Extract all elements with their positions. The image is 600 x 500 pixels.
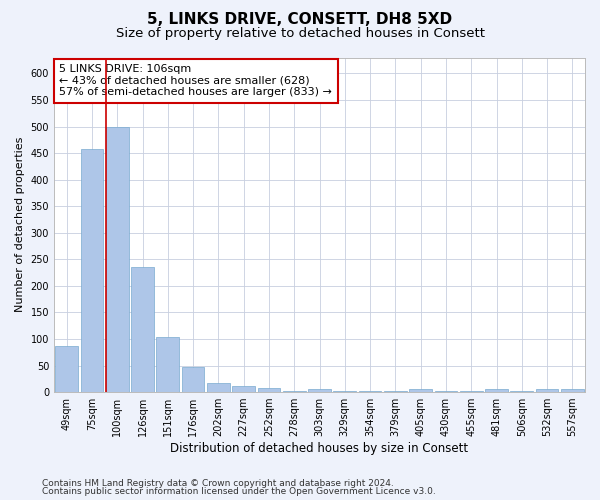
Text: 5 LINKS DRIVE: 106sqm
← 43% of detached houses are smaller (628)
57% of semi-det: 5 LINKS DRIVE: 106sqm ← 43% of detached …	[59, 64, 332, 98]
Bar	[511, 391, 533, 392]
Bar	[359, 391, 382, 392]
Bar	[409, 390, 432, 392]
Bar	[536, 390, 559, 392]
Bar	[460, 391, 482, 392]
X-axis label: Distribution of detached houses by size in Consett: Distribution of detached houses by size …	[170, 442, 469, 455]
Bar	[257, 388, 280, 392]
Bar	[207, 382, 230, 392]
Bar	[80, 149, 103, 392]
Bar	[561, 390, 584, 392]
Bar	[384, 391, 407, 392]
Text: Contains HM Land Registry data © Crown copyright and database right 2024.: Contains HM Land Registry data © Crown c…	[42, 478, 394, 488]
Bar	[106, 126, 128, 392]
Bar	[157, 338, 179, 392]
Bar	[232, 386, 255, 392]
Bar	[308, 390, 331, 392]
Text: Size of property relative to detached houses in Consett: Size of property relative to detached ho…	[115, 28, 485, 40]
Bar	[55, 346, 78, 392]
Bar	[485, 390, 508, 392]
Bar	[434, 391, 457, 392]
Bar	[182, 367, 205, 392]
Y-axis label: Number of detached properties: Number of detached properties	[15, 137, 25, 312]
Bar	[334, 391, 356, 392]
Bar	[283, 391, 305, 392]
Text: Contains public sector information licensed under the Open Government Licence v3: Contains public sector information licen…	[42, 487, 436, 496]
Bar	[131, 268, 154, 392]
Text: 5, LINKS DRIVE, CONSETT, DH8 5XD: 5, LINKS DRIVE, CONSETT, DH8 5XD	[148, 12, 452, 28]
